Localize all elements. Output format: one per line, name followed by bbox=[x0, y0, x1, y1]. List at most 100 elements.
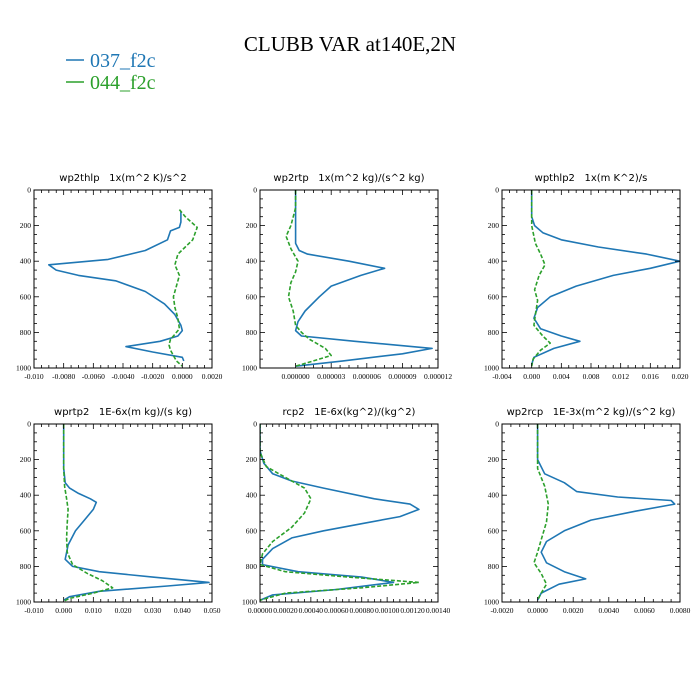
series-line-044_f2c bbox=[530, 190, 552, 367]
panel-1: wp2thlp 1x(m^2 K)/s^2 -0.010 -0.0080 -0.006… bbox=[16, 173, 223, 381]
x-tick-label: 0.000003 bbox=[317, 372, 345, 381]
y-tick-label: 600 bbox=[20, 526, 32, 535]
x-tick-label: 0.020 bbox=[115, 606, 132, 615]
x-tick-label: 0.050 bbox=[204, 606, 221, 615]
x-tick-label: 0.020 bbox=[672, 372, 689, 381]
y-tick-label: 600 bbox=[488, 526, 500, 535]
figure-title: CLUBB VAR at140E,2N bbox=[244, 32, 456, 56]
y-tick-label: 400 bbox=[246, 491, 258, 500]
x-tick-label: 0.0040 bbox=[598, 606, 619, 615]
x-tick-label: 0.010 bbox=[85, 606, 102, 615]
series-line-044_f2c bbox=[533, 424, 550, 601]
x-tick-label: 0.0020 bbox=[202, 372, 223, 381]
y-tick-label: 600 bbox=[246, 292, 258, 301]
panels: wp2thlp 1x(m^2 K)/s^2 -0.010 -0.0080 -0.006… bbox=[16, 173, 691, 615]
x-tick-label: 0.00080 bbox=[350, 606, 375, 615]
series-line-037_f2c bbox=[294, 190, 433, 367]
legend: 037_f2c 044_f2c bbox=[66, 50, 156, 94]
y-tick-label: 200 bbox=[20, 455, 32, 464]
x-tick-label: 0.0000 bbox=[172, 372, 193, 381]
y-tick-label: 800 bbox=[20, 328, 32, 337]
x-tick-label: 0.0060 bbox=[634, 606, 655, 615]
series-line-044_f2c bbox=[260, 424, 420, 601]
x-tick-label: 0.000009 bbox=[388, 372, 416, 381]
x-tick-label: 0.00140 bbox=[426, 606, 451, 615]
y-tick-label: 1000 bbox=[242, 364, 257, 373]
x-tick-label: 0.012 bbox=[612, 372, 629, 381]
y-tick-label: 1000 bbox=[484, 364, 499, 373]
x-tick-label: 0.0000 bbox=[527, 606, 548, 615]
x-tick-label: 0.008 bbox=[583, 372, 600, 381]
y-tick-label: 400 bbox=[20, 257, 32, 266]
y-tick-label: 600 bbox=[488, 292, 500, 301]
x-tick-label: -0.0040 bbox=[111, 372, 134, 381]
series-line-044_f2c bbox=[62, 424, 114, 602]
y-tick-label: 800 bbox=[20, 562, 32, 571]
x-tick-label: 0.00040 bbox=[299, 606, 324, 615]
y-tick-label: 800 bbox=[246, 328, 258, 337]
y-tick-label: 0 bbox=[253, 420, 257, 429]
plot-frame bbox=[501, 189, 681, 369]
panel-title: wp2rcp 1E-3x(m^2 kg)/(s^2 kg) bbox=[507, 407, 676, 418]
plot-frame bbox=[33, 423, 213, 603]
panel-2: wp2rtp 1x(m^2 kg)/(s^2 kg) 0.000000 0.0000… bbox=[242, 173, 452, 381]
y-tick-label: 800 bbox=[488, 562, 500, 571]
x-tick-label: -0.010 bbox=[24, 606, 44, 615]
y-tick-label: 400 bbox=[246, 257, 258, 266]
y-tick-label: 200 bbox=[488, 455, 500, 464]
x-tick-label: -0.0020 bbox=[490, 606, 513, 615]
y-tick-label: 0 bbox=[27, 420, 31, 429]
panel-title: wp2thlp 1x(m^2 K)/s^2 bbox=[59, 173, 186, 184]
x-tick-label: 0.000012 bbox=[424, 372, 452, 381]
x-tick-label: -0.010 bbox=[24, 372, 44, 381]
series-line-037_f2c bbox=[530, 190, 680, 365]
panel-title: rcp2 1E-6x(kg^2)/(kg^2) bbox=[283, 407, 416, 418]
series-line-044_f2c bbox=[168, 209, 198, 367]
y-tick-label: 0 bbox=[253, 186, 257, 195]
y-tick-label: 200 bbox=[488, 221, 500, 230]
y-tick-label: 0 bbox=[495, 186, 499, 195]
y-tick-label: 200 bbox=[246, 221, 258, 230]
y-tick-label: 400 bbox=[488, 257, 500, 266]
x-tick-label: 0.00060 bbox=[324, 606, 349, 615]
series-line-037_f2c bbox=[536, 424, 676, 601]
x-tick-label: -0.0020 bbox=[141, 372, 164, 381]
y-tick-label: 200 bbox=[246, 455, 258, 464]
y-tick-label: 0 bbox=[495, 420, 499, 429]
x-tick-label: 0.000006 bbox=[353, 372, 381, 381]
series-line-037_f2c bbox=[260, 424, 420, 601]
series-line-044_f2c bbox=[285, 190, 333, 367]
y-tick-label: 400 bbox=[488, 491, 500, 500]
x-tick-label: -0.0080 bbox=[52, 372, 75, 381]
panel-title: wprtp2 1E-6x(m kg)/(s kg) bbox=[54, 407, 192, 418]
x-tick-label: 0.004 bbox=[553, 372, 570, 381]
x-tick-label: 0.000000 bbox=[282, 372, 310, 381]
series-line-037_f2c bbox=[62, 424, 210, 601]
panel-5: rcp2 1E-6x(kg^2)/(kg^2)0.00000 0.00020 0.0… bbox=[242, 407, 450, 615]
y-tick-label: 1000 bbox=[242, 598, 257, 607]
y-tick-label: 200 bbox=[20, 221, 32, 230]
x-tick-label: 0.000 bbox=[55, 606, 72, 615]
panel-3: wpthlp2 1x(m K^2)/s -0.004 0.000 0.004 0.008… bbox=[484, 173, 689, 381]
x-tick-label: 0.00100 bbox=[375, 606, 400, 615]
panel-4: wprtp2 1E-6x(m kg)/(s kg) -0.010 0.000 0.01… bbox=[16, 407, 221, 615]
x-tick-label: -0.004 bbox=[492, 372, 512, 381]
x-tick-label: 0.0080 bbox=[670, 606, 691, 615]
panel-title: wp2rtp 1x(m^2 kg)/(s^2 kg) bbox=[273, 173, 424, 184]
y-tick-label: 1000 bbox=[16, 364, 31, 373]
y-tick-label: 1000 bbox=[484, 598, 499, 607]
y-tick-label: 800 bbox=[488, 328, 500, 337]
x-tick-label: 0.000 bbox=[523, 372, 540, 381]
legend-label-037: 037_f2c bbox=[90, 50, 156, 72]
y-tick-label: 600 bbox=[20, 292, 32, 301]
y-tick-label: 1000 bbox=[16, 598, 31, 607]
y-tick-label: 400 bbox=[20, 491, 32, 500]
x-tick-label: 0.030 bbox=[144, 606, 161, 615]
x-tick-label: 0.00020 bbox=[273, 606, 298, 615]
panel-6: wp2rcp 1E-3x(m^2 kg)/(s^2 kg) -0.0020 0.00… bbox=[484, 407, 691, 615]
y-tick-label: 600 bbox=[246, 526, 258, 535]
x-tick-label: 0.0020 bbox=[563, 606, 584, 615]
y-tick-label: 0 bbox=[27, 186, 31, 195]
x-tick-label: 0.016 bbox=[642, 372, 659, 381]
